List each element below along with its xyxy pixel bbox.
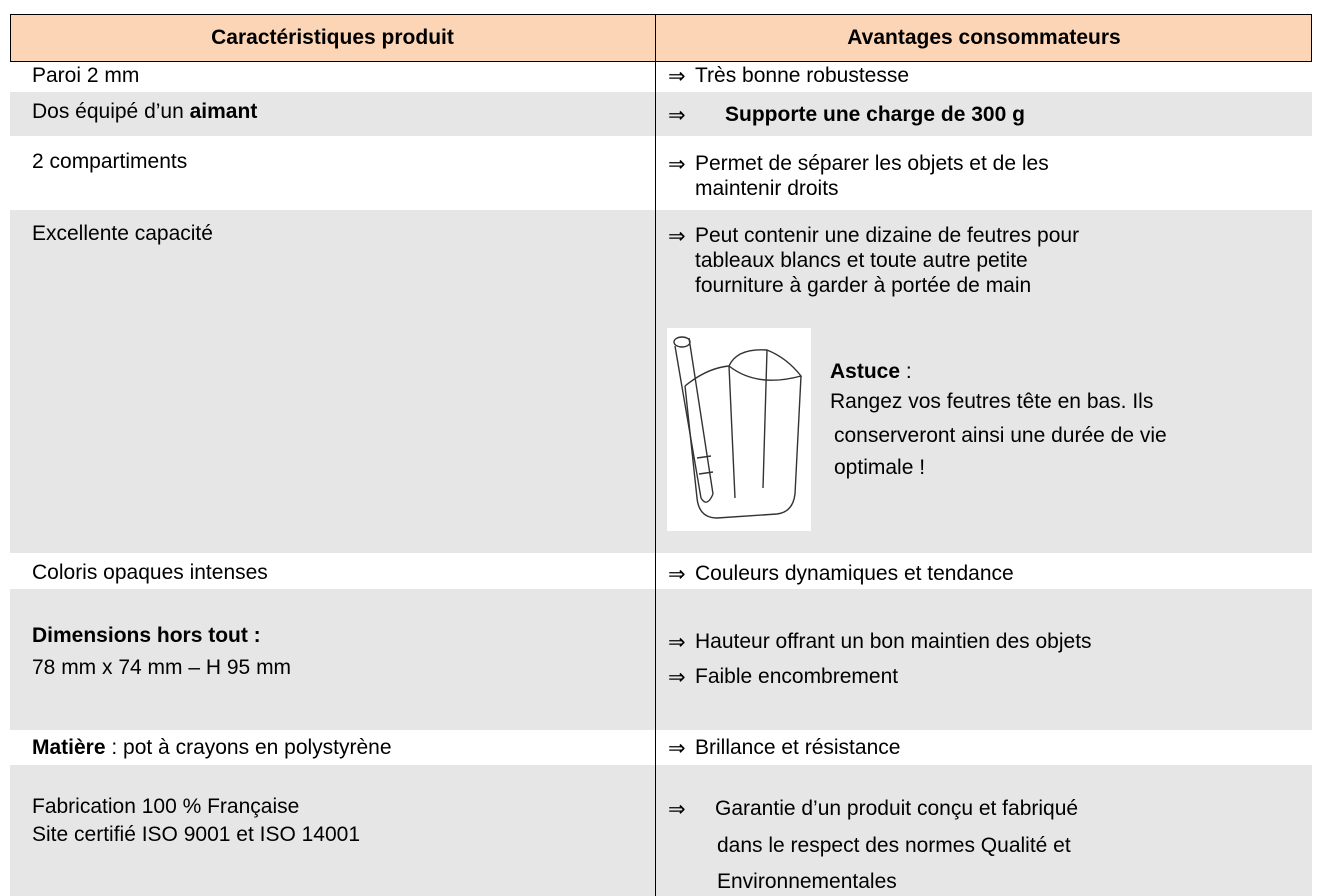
arrow: ⇒ [668, 631, 686, 654]
product-image [667, 328, 811, 531]
text: Dos équipé d’un [32, 100, 190, 123]
arrow: ⇒ [668, 563, 686, 586]
cell-text: fourniture à garder à portée de main [695, 274, 1032, 297]
cell-text: Environnementales [717, 870, 897, 893]
header-bg [10, 14, 1312, 62]
header-cell: Avantages consommateurs [847, 26, 1121, 49]
cell-text: Fabrication 100 % Française [32, 795, 300, 818]
text: : pot à crayons en polystyrène [105, 736, 392, 759]
cell-text: Supporte une charge de 300 g [725, 103, 1025, 126]
tip-text: optimale ! [834, 456, 926, 479]
arrow: ⇒ [668, 798, 686, 821]
arrow: ⇒ [668, 737, 686, 760]
bold-text: aimant [189, 100, 258, 123]
arrow: ⇒ [668, 104, 686, 127]
cell-text: Excellente capacité [32, 222, 213, 245]
cell-text: Peut contenir une dizaine de feutres pou… [695, 224, 1080, 247]
arrow: ⇒ [668, 225, 686, 248]
cell-text: Paroi 2 mm [32, 64, 140, 87]
bold-text: Matière [32, 736, 106, 759]
arrow: ⇒ [668, 65, 686, 88]
cell-text: Faible encombrement [695, 665, 899, 688]
cell-text: Coloris opaques intenses [32, 561, 268, 584]
cell-text: maintenir droits [695, 177, 839, 200]
row-bg [10, 92, 1312, 136]
cell-text: Couleurs dynamiques et tendance [695, 562, 1014, 585]
column-divider [655, 14, 656, 896]
cell-text: Matière : pot à crayons en polystyrène [32, 736, 392, 760]
cell-text: Garantie d’un produit conçu et fabriqué [715, 797, 1079, 820]
row-bg [10, 210, 1312, 553]
cell-text: Hauteur offrant un bon maintien des obje… [695, 630, 1092, 653]
cell-text: tableaux blancs et toute autre petite [695, 249, 1028, 272]
cell-text: Dimensions hors tout : [32, 624, 261, 647]
cell-text: 78 mm x 74 mm – H 95 mm [32, 656, 292, 679]
bold-text: Astuce [830, 360, 901, 383]
tip-text: Rangez vos feutres tête en bas. Ils [830, 390, 1154, 413]
row-bg [10, 589, 1312, 730]
tip-title: Astuce : [830, 360, 912, 384]
cell-text: Permet de séparer les objets et de les [695, 152, 1049, 175]
cell-text: Site certifié ISO 9001 et ISO 14001 [32, 823, 361, 846]
cell-text: Dos équipé d’un aimant [32, 100, 257, 124]
arrow: ⇒ [668, 153, 686, 176]
cell-text: dans le respect des normes Qualité et [717, 834, 1071, 857]
cell-text: Très bonne robustesse [695, 64, 910, 87]
text: : [900, 360, 912, 383]
row-bg [10, 765, 1312, 896]
header-cell: Caractéristiques produit [211, 26, 454, 49]
tip-text: conserveront ainsi une durée de vie [834, 424, 1167, 447]
cell-text: Brillance et résistance [695, 736, 901, 759]
cell-text: 2 compartiments [32, 150, 188, 173]
arrow: ⇒ [668, 666, 686, 689]
